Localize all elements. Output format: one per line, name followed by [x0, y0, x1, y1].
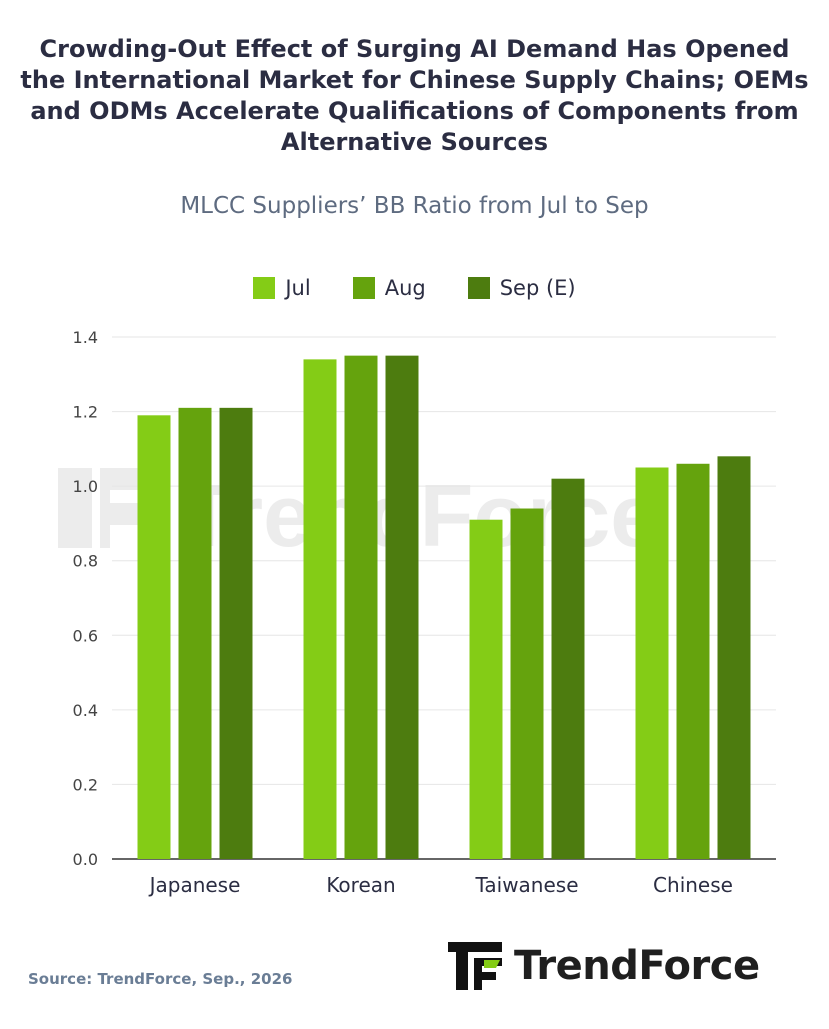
legend-item-jul: Jul — [253, 276, 311, 300]
brand-text: TrendForce — [514, 943, 760, 989]
y-tick-label: 0.0 — [73, 850, 98, 869]
bar-korean-sepe — [385, 355, 419, 859]
legend-swatch-jul — [253, 277, 276, 299]
y-tick-label: 0.4 — [73, 701, 98, 720]
legend-swatch-aug — [352, 277, 375, 299]
trendforce-logo-icon — [448, 942, 502, 990]
bar-chinese-sepe — [717, 456, 751, 859]
bar-japanese-sepe — [219, 407, 253, 859]
y-tick-label: 0.8 — [73, 552, 98, 571]
legend-item-sep: Sep (E) — [467, 276, 576, 300]
x-tick-label: Japanese — [148, 873, 241, 897]
legend-label-aug: Aug — [384, 276, 426, 300]
y-tick-label: 1.0 — [73, 477, 98, 496]
chart-title: Crowding-Out Effect of Surging AI Demand… — [20, 35, 809, 156]
bar-korean-aug — [344, 355, 378, 859]
bar-taiwanese-jul — [469, 519, 503, 859]
legend-label-sep: Sep (E) — [499, 276, 576, 300]
legend-label-jul: Jul — [285, 276, 311, 300]
legend: Jul Aug Sep (E) — [0, 276, 829, 300]
y-axis: 0.0 0.2 0.4 0.6 0.8 1.0 1.2 1.4 — [73, 328, 98, 869]
x-tick-label: Taiwanese — [474, 873, 578, 897]
bar-chinese-aug — [676, 463, 710, 859]
y-tick-label: 0.6 — [73, 626, 98, 645]
watermark-logo-bar — [58, 468, 92, 548]
source-note: Source: TrendForce, Sep., 2026 — [28, 970, 293, 988]
y-tick-label: 1.2 — [73, 403, 98, 422]
y-tick-label: 1.4 — [73, 328, 98, 347]
y-tick-label: 0.2 — [73, 775, 98, 794]
brand-logo: TrendForce — [448, 942, 760, 990]
bar-taiwanese-aug — [510, 508, 544, 859]
bar-taiwanese-sepe — [551, 478, 585, 859]
bar-japanese-aug — [178, 407, 212, 859]
x-tick-label: Korean — [326, 873, 395, 897]
bar-korean-jul — [303, 359, 337, 859]
bars — [137, 355, 751, 859]
chart-subtitle: MLCC Suppliers’ BB Ratio from Jul to Sep — [180, 193, 649, 219]
x-axis: Japanese Korean Taiwanese Chinese — [148, 873, 733, 897]
bar-japanese-jul — [137, 415, 171, 859]
bar-chinese-jul — [635, 467, 669, 859]
legend-swatch-sep — [467, 277, 490, 299]
legend-item-aug: Aug — [352, 276, 426, 300]
grid — [112, 336, 776, 860]
x-tick-label: Chinese — [653, 873, 733, 897]
